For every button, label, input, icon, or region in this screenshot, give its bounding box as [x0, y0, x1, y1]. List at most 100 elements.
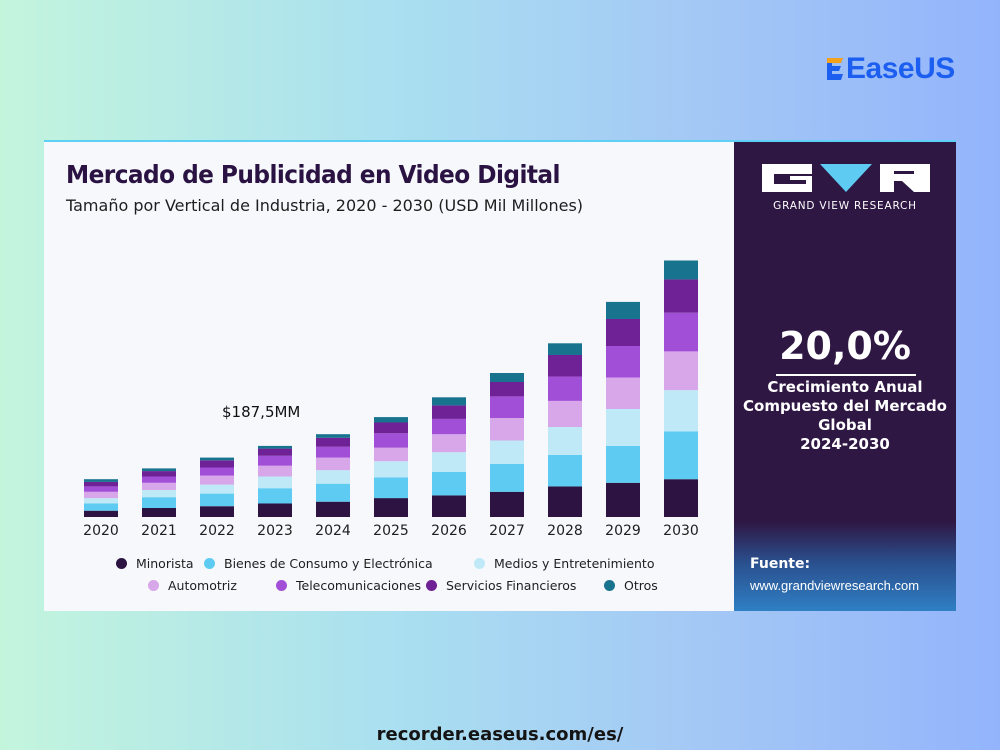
- bar-segment: [258, 488, 292, 504]
- bar-segment: [432, 405, 466, 419]
- x-tick-label: 2023: [257, 523, 293, 539]
- bar-segment: [316, 457, 350, 471]
- bar-segment: [664, 431, 698, 480]
- x-tick-label: 2021: [141, 523, 177, 539]
- bar-segment: [200, 493, 234, 507]
- bar-segment: [432, 472, 466, 496]
- bar-segment: [142, 468, 176, 472]
- bar-segment: [200, 457, 234, 461]
- bar-segment: [374, 447, 408, 462]
- bar-segment: [316, 446, 350, 458]
- bar-segment: [606, 301, 640, 319]
- chart-panel: Mercado de Publicidad en Video Digital T…: [44, 142, 734, 611]
- bar-segment: [374, 477, 408, 499]
- bar-segment: [258, 455, 292, 466]
- stacked-bar-chart: 2020 2021 2022 2023 2024 2025 2026 2027 2028 2029…: [83, 260, 699, 539]
- x-tick-label: 2024: [315, 523, 351, 539]
- bar-segment: [84, 503, 118, 511]
- source-band: [734, 522, 956, 611]
- x-tick-label: 2025: [373, 523, 409, 539]
- bar-segment: [142, 476, 176, 483]
- bar-segment: [84, 498, 118, 504]
- bar-segment: [84, 486, 118, 492]
- bar-segment: [664, 479, 698, 517]
- chart-title: Mercado de Publicidad en Video Digital: [66, 160, 561, 189]
- bar-segment: [142, 497, 176, 508]
- bar-segment: [142, 508, 176, 517]
- bar-segment: [316, 501, 350, 517]
- bar-segment: [548, 454, 582, 487]
- bar-segment: [142, 471, 176, 477]
- easeus-logo-icon: [827, 58, 843, 80]
- bar-segment: [606, 346, 640, 378]
- x-tick-label: 2020: [83, 523, 119, 539]
- bar-segment: [432, 495, 466, 517]
- cagr-line: Compuesto del Mercado: [743, 397, 947, 415]
- footer-url: recorder.easeus.com/es/: [376, 724, 624, 745]
- bar-segment: [606, 482, 640, 517]
- bar-segment: [548, 376, 582, 401]
- bar-segment: [374, 433, 408, 448]
- bar-segment: [258, 503, 292, 517]
- bar-segment: [664, 260, 698, 280]
- bar-segment: [548, 343, 582, 355]
- grand-view-research-logo-icon: [762, 164, 930, 192]
- bar-segment: [490, 440, 524, 464]
- bar-segment: [374, 422, 408, 434]
- bar-segment: [142, 490, 176, 498]
- cagr-line: 2024-2030: [800, 435, 890, 453]
- cagr-description: Crecimiento Anual Compuesto del Mercado …: [734, 378, 956, 454]
- summary-panel: GRAND VIEW RESEARCH 20,0% Crecimiento An…: [734, 142, 956, 611]
- bar-segment: [316, 434, 350, 438]
- easeus-logo-text: EaseUS: [846, 52, 955, 85]
- x-tick-label: 2026: [431, 523, 467, 539]
- value-callout: $187,5MM: [222, 403, 301, 421]
- bar-segment: [84, 481, 118, 487]
- bar-segment: [432, 452, 466, 472]
- bar-segment: [664, 390, 698, 432]
- bar-segment: [84, 479, 118, 482]
- infographic-card: Mercado de Publicidad en Video Digital T…: [44, 140, 956, 611]
- bar-segment: [200, 506, 234, 517]
- bar-segment: [664, 351, 698, 391]
- bar-segment: [432, 434, 466, 453]
- bar-segment: [432, 418, 466, 435]
- bar-segment: [374, 498, 408, 517]
- bar-segment: [84, 510, 118, 517]
- bar-segment: [200, 484, 234, 494]
- bar-segment: [490, 382, 524, 397]
- x-tick-label: 2027: [489, 523, 525, 539]
- bar-segment: [374, 417, 408, 423]
- bar-segment: [200, 475, 234, 485]
- bar-segment: [200, 460, 234, 468]
- bar-segment: [142, 482, 176, 490]
- bar-segment: [490, 373, 524, 382]
- grand-view-research-name: GRAND VIEW RESEARCH: [773, 200, 917, 212]
- bar-segment: [316, 483, 350, 502]
- bar-segment: [432, 397, 466, 406]
- x-tick-label: 2030: [663, 523, 699, 539]
- bar-segment: [374, 461, 408, 478]
- bar-segment: [548, 486, 582, 517]
- easeus-logo: EaseUS: [824, 52, 955, 86]
- bar-segment: [200, 467, 234, 476]
- bar-segment: [258, 448, 292, 456]
- bar-segment: [548, 400, 582, 427]
- bar-segment: [664, 279, 698, 313]
- source-url: www.grandviewresearch.com: [750, 578, 920, 593]
- bar-segment: [490, 396, 524, 418]
- bar-segment: [606, 409, 640, 446]
- source-label: Fuente:: [750, 556, 811, 572]
- bar-segment: [316, 470, 350, 484]
- bar-segment: [606, 377, 640, 409]
- bar-segment: [548, 427, 582, 455]
- bar-segment: [548, 355, 582, 377]
- bar-segment: [664, 312, 698, 352]
- cagr-line: Crecimiento Anual: [767, 378, 923, 396]
- cagr-line: Global: [818, 416, 872, 434]
- x-tick-label: 2028: [547, 523, 583, 539]
- bar-segment: [84, 491, 118, 499]
- bar-segment: [490, 463, 524, 492]
- bar-segment: [490, 491, 524, 517]
- bar-segment: [606, 319, 640, 346]
